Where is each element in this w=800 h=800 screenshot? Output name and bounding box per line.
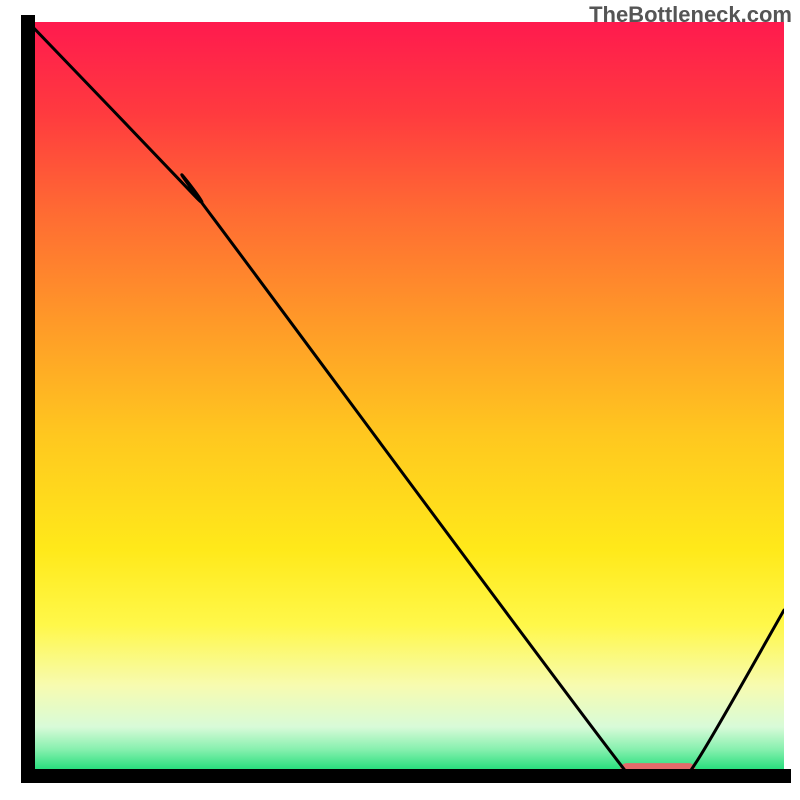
- chart-container: TheBottleneck.com: [0, 0, 800, 800]
- bottleneck-chart: [0, 0, 800, 800]
- gradient-background: [28, 22, 784, 776]
- watermark-label: TheBottleneck.com: [589, 2, 792, 28]
